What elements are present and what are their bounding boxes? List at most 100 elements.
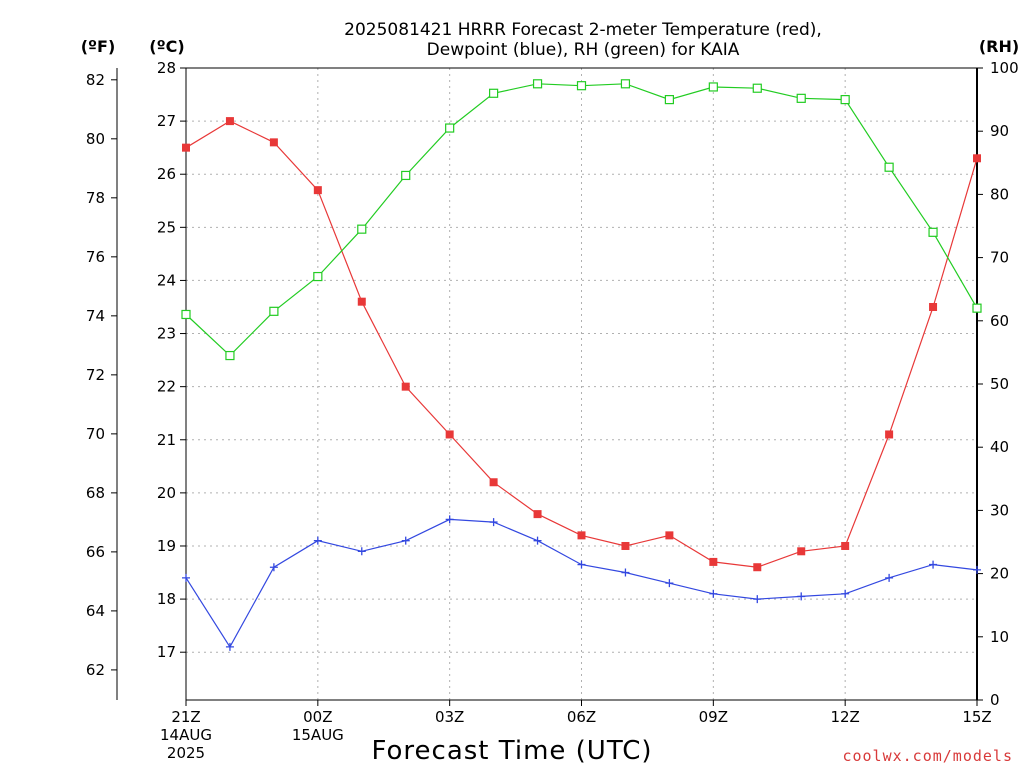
- dewpoint-point: [313, 536, 322, 545]
- celsius-tick-label: 20: [157, 484, 176, 502]
- rh-point: [796, 93, 806, 103]
- rh-point: [269, 306, 279, 316]
- temperature-point: [973, 154, 981, 163]
- celsius-tick-label: 18: [157, 590, 176, 608]
- dewpoint-point: [357, 547, 366, 556]
- celsius-tick-label: 27: [157, 112, 176, 130]
- grid-lines: [186, 67, 977, 700]
- dewpoint-point: [489, 518, 498, 527]
- temperature-point: [709, 557, 718, 566]
- chart-title-line-2: Dewpoint (blue), RH (green) for KAIA: [427, 40, 740, 60]
- rh-point: [489, 88, 499, 98]
- x-tick-label: 00Z 15AUG: [292, 708, 344, 744]
- rh-point: [225, 350, 235, 361]
- rh-tick-label: 40: [990, 438, 1009, 456]
- temperature-point: [445, 430, 454, 439]
- celsius-tick-label: 19: [157, 537, 176, 555]
- celsius-tick-label: 24: [157, 271, 176, 289]
- rh-point: [840, 94, 850, 105]
- rh-point: [752, 83, 762, 93]
- fahrenheit-tick-label: 78: [86, 189, 105, 207]
- rh-point: [357, 224, 367, 234]
- dewpoint-point: [445, 515, 454, 524]
- chart-title-line-1: 2025081421 HRRR Forecast 2-meter Tempera…: [344, 20, 822, 40]
- x-tick-label: 09Z: [699, 708, 728, 726]
- dewpoint-point: [885, 573, 894, 582]
- dewpoint-point: [841, 589, 850, 598]
- x-tick-label: 03Z: [435, 708, 464, 726]
- x-tick-label: 06Z: [567, 708, 596, 726]
- rh-point: [576, 81, 587, 91]
- fahrenheit-tick-label: 76: [86, 248, 105, 266]
- rh-unit-label: (RH): [979, 37, 1019, 56]
- celsius-tick-label: 21: [157, 431, 176, 449]
- temperature-point: [665, 531, 674, 540]
- dewpoint-point: [269, 563, 278, 572]
- celsius-tick-label: 28: [157, 59, 176, 77]
- fahrenheit-tick-label: 72: [86, 366, 105, 384]
- rh-point: [708, 82, 718, 92]
- rh-point: [620, 79, 631, 89]
- fahrenheit-tick-label: 74: [86, 307, 105, 325]
- rh-point: [928, 227, 938, 237]
- temperature-point: [533, 510, 542, 519]
- dewpoint-point: [182, 573, 190, 582]
- x-tick-label: 15Z: [962, 708, 991, 726]
- fahrenheit-tick-label: 64: [86, 602, 105, 620]
- credit-label: coolwx.com/models: [842, 747, 1013, 765]
- fahrenheit-tick-label: 70: [86, 425, 105, 443]
- rh-tick-label: 90: [990, 122, 1009, 140]
- dewpoint-point: [533, 536, 542, 545]
- temperature-point: [269, 138, 278, 147]
- fahrenheit-unit-label: (ºF): [81, 37, 116, 56]
- temperature-point: [753, 563, 762, 572]
- dewpoint-point: [753, 595, 762, 604]
- temperature-point: [929, 302, 938, 311]
- temperature-point: [885, 430, 894, 439]
- dewpoint-point: [929, 560, 938, 569]
- celsius-tick-label: 23: [157, 325, 176, 343]
- rh-tick-label: 0: [990, 691, 1000, 709]
- dewpoint-point: [973, 565, 981, 574]
- axis-ticks: 17 18 19 20 21 22 23 24 25 26 27 28 21Z 14AUG 2025 00Z 1…: [86, 59, 1019, 762]
- dewpoint-point: [621, 568, 630, 577]
- dewpoint-point: [401, 536, 410, 545]
- x-tick-label: 21Z 14AUG 2025: [160, 708, 212, 762]
- temperature-point: [313, 186, 322, 195]
- data-series: [181, 79, 982, 651]
- dewpoint-point: [225, 642, 234, 651]
- temperature-point: [841, 541, 850, 550]
- celsius-tick-label: 25: [157, 218, 176, 236]
- temperature-point: [401, 382, 410, 391]
- rh-tick-label: 50: [990, 375, 1009, 393]
- rh-tick-label: 80: [990, 185, 1009, 203]
- temperature-point: [357, 297, 366, 306]
- dewpoint-point: [709, 589, 718, 598]
- rh-tick-label: 20: [990, 565, 1009, 583]
- fahrenheit-tick-label: 66: [86, 543, 105, 561]
- rh-tick-label: 100: [990, 59, 1019, 77]
- temperature-point: [225, 117, 234, 126]
- fahrenheit-tick-label: 80: [86, 130, 105, 148]
- temperature-point: [182, 143, 190, 152]
- celsius-tick-label: 26: [157, 165, 176, 183]
- x-tick-label: 12Z: [830, 708, 859, 726]
- dewpoint-point: [577, 560, 586, 569]
- fahrenheit-tick-label: 62: [86, 661, 105, 679]
- rh-point: [401, 170, 411, 181]
- x-axis-label: Forecast Time (UTC): [371, 736, 652, 766]
- temperature-point: [577, 531, 586, 540]
- rh-point: [664, 94, 674, 105]
- temperature-point: [489, 478, 498, 487]
- celsius-tick-label: 17: [157, 643, 176, 661]
- rh-tick-label: 30: [990, 501, 1009, 519]
- plot-frame: [185, 67, 978, 701]
- rh-tick-label: 60: [990, 312, 1009, 330]
- rh-tick-label: 70: [990, 249, 1009, 267]
- rh-point: [532, 79, 543, 89]
- rh-point: [884, 162, 894, 172]
- rh-point: [313, 271, 323, 282]
- celsius-tick-label: 22: [157, 378, 176, 396]
- fahrenheit-tick-label: 68: [86, 484, 105, 502]
